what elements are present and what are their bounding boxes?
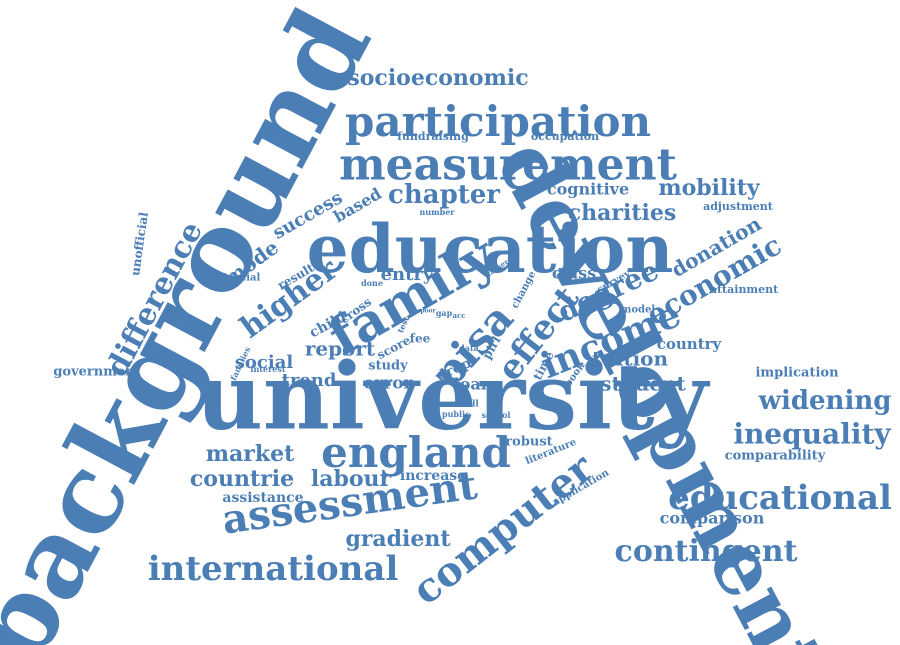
word-model: model xyxy=(621,305,656,316)
word-contingent: contingent xyxy=(615,534,798,569)
word-number: number xyxy=(420,207,456,217)
word-skill: skill xyxy=(457,400,479,410)
word-socioeconomic: socioeconomic xyxy=(347,65,528,91)
word-international: international xyxy=(148,549,399,589)
word-gap: gap xyxy=(436,308,453,318)
word-country: country xyxy=(657,335,723,353)
word-adjustment: adjustment xyxy=(703,200,774,213)
word-increase: increase xyxy=(400,468,466,484)
word-class: class xyxy=(552,264,596,283)
word-market: market xyxy=(206,441,295,467)
word-fee: fee xyxy=(410,332,431,346)
word-occupation: occupation xyxy=(531,130,599,143)
word-attainment: attainment xyxy=(710,283,779,296)
word-public: public xyxy=(442,409,470,419)
word-interest: interest xyxy=(250,364,285,374)
word-cognitive: cognitive xyxy=(547,180,629,199)
word-countrie: countrie xyxy=(190,466,294,492)
word-trend: trend xyxy=(282,370,337,391)
word-widening: widening xyxy=(758,386,892,416)
word-labour: labour xyxy=(311,466,392,492)
word-school: school xyxy=(482,410,511,420)
word-error: error xyxy=(363,374,413,394)
word-assistance: assistance xyxy=(222,490,303,506)
word-charities: charities xyxy=(568,200,677,226)
word-gradient: gradient xyxy=(345,526,451,552)
word-inequality: inequality xyxy=(733,418,891,451)
word-mobility: mobility xyxy=(658,175,761,201)
word-poor: poor xyxy=(420,308,436,315)
word-entry: entry xyxy=(381,264,434,285)
word-data: data xyxy=(459,343,479,353)
word-potential: potential xyxy=(210,273,261,284)
word-chapter: chapter xyxy=(388,180,500,210)
word-comparison: comparison xyxy=(660,509,765,528)
word-acc: acc xyxy=(452,311,465,320)
word-done: done xyxy=(361,278,383,288)
word-comparability: comparability xyxy=(725,449,826,464)
word-student: student xyxy=(600,372,686,396)
word-loan: loan xyxy=(454,375,493,394)
word-fundraising: fundraising xyxy=(397,130,469,143)
word-government: government xyxy=(53,365,140,380)
word-implication: implication xyxy=(755,366,839,381)
word-study: study xyxy=(368,359,408,374)
